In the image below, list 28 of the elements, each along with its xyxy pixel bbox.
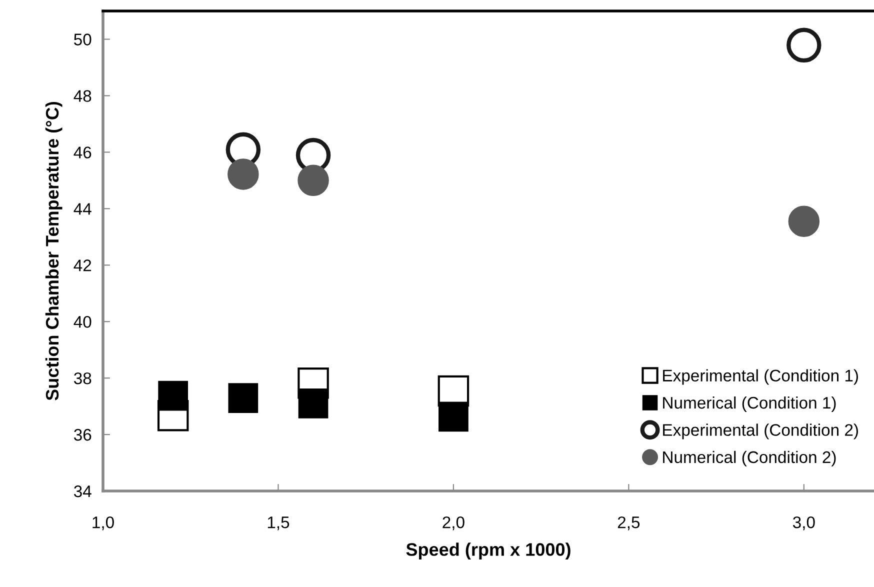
point: [788, 206, 820, 237]
x-tick-label: 2,5: [618, 516, 640, 530]
y-tick-label: 46: [74, 146, 92, 158]
y-tick-label: 44: [74, 203, 92, 215]
y-tick-label: 38: [74, 372, 92, 384]
y-tick-label: 50: [74, 34, 92, 46]
point: [298, 388, 328, 418]
y-tick-label: 36: [74, 428, 92, 441]
y-tick-label: 48: [74, 90, 92, 102]
point: [228, 383, 258, 414]
x-tick-label: 1,5: [268, 516, 290, 530]
y-tick-label: 34: [74, 485, 92, 498]
point: [158, 380, 188, 411]
legend-label: Experimental (Condition 1): [663, 369, 858, 385]
y-tick-label: 40: [74, 316, 92, 328]
point: [786, 28, 822, 63]
point: [298, 164, 329, 196]
x-tick-label: 1,0: [92, 516, 114, 530]
x-tick-label: 3,0: [792, 516, 815, 530]
y-tick-label: 42: [74, 260, 92, 272]
point: [438, 402, 468, 432]
legend-label: Numerical (Condition 1): [663, 396, 836, 412]
legend-label: Numerical (Condition 2): [663, 450, 836, 466]
point: [228, 158, 259, 190]
x-tick-label: 2,0: [442, 516, 464, 530]
legend-label: Experimental (Condition 2): [663, 424, 858, 440]
y-axis-title: Suction Chamber Temperature (°C): [45, 102, 62, 400]
x-axis-title: Speed (rpm x 1000): [406, 542, 570, 560]
